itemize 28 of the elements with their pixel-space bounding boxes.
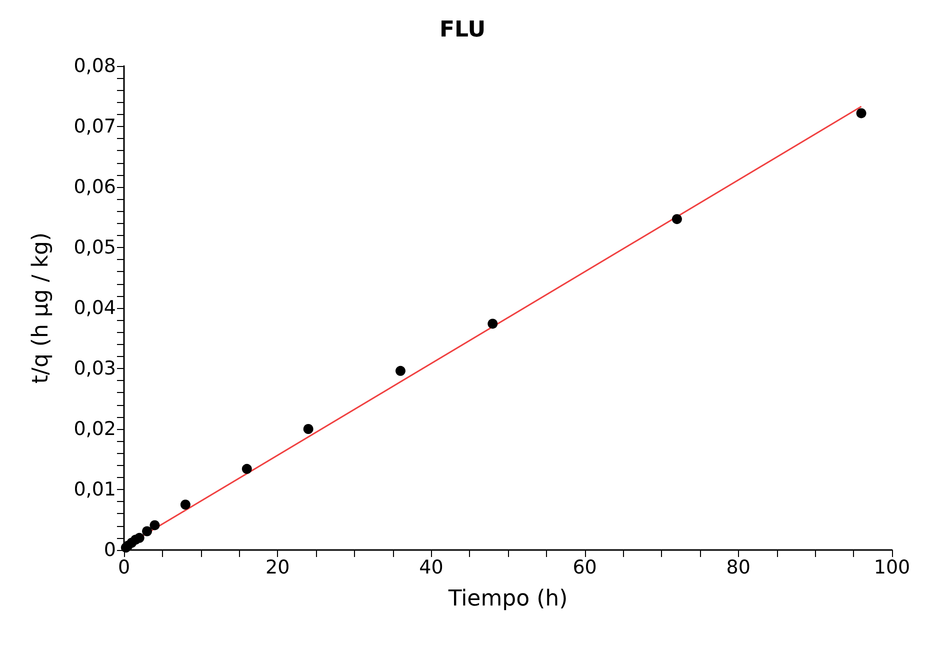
y-tick-label: 0,07 xyxy=(74,116,116,138)
chart-title: FLU xyxy=(439,18,486,42)
x-tick-label: 40 xyxy=(419,556,444,578)
y-tick-label: 0,02 xyxy=(74,418,116,440)
y-axis-title: t/q (h µg / kg) xyxy=(28,232,54,384)
point xyxy=(672,214,682,224)
y-tick-label: 0,08 xyxy=(74,55,116,77)
point xyxy=(134,532,144,543)
point xyxy=(395,366,406,376)
x-tick-label: 60 xyxy=(572,556,597,578)
point xyxy=(180,500,190,510)
x-tick-label: 0 xyxy=(118,556,130,578)
x-tick-label: 100 xyxy=(874,556,910,578)
y-tick-label: 0,06 xyxy=(74,176,116,198)
point xyxy=(142,526,152,536)
point xyxy=(150,520,160,530)
point xyxy=(488,318,498,329)
y-tick-label: 0,05 xyxy=(74,236,116,258)
point xyxy=(242,464,252,474)
y-tick-label: 0,01 xyxy=(74,478,116,500)
y-tick-label: 0,04 xyxy=(74,297,116,319)
x-axis-title: Tiempo (h) xyxy=(447,586,568,612)
x-tick-label: 20 xyxy=(266,556,290,578)
y-tick-label: 0,03 xyxy=(74,358,116,380)
y-tick-label: 0 xyxy=(104,539,116,561)
point xyxy=(303,424,314,434)
x-tick-label: 80 xyxy=(726,556,750,578)
point xyxy=(856,108,866,118)
